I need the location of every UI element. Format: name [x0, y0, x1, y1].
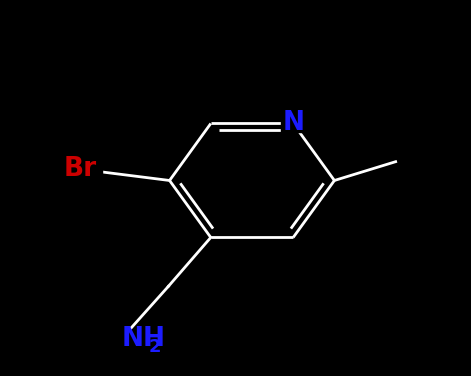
Text: N: N	[282, 111, 304, 136]
Bar	[67, 160, 103, 179]
Bar	[282, 115, 305, 132]
Bar	[110, 330, 152, 349]
Text: NH: NH	[122, 326, 165, 352]
Text: Br: Br	[64, 156, 97, 182]
Text: 2: 2	[148, 338, 161, 355]
